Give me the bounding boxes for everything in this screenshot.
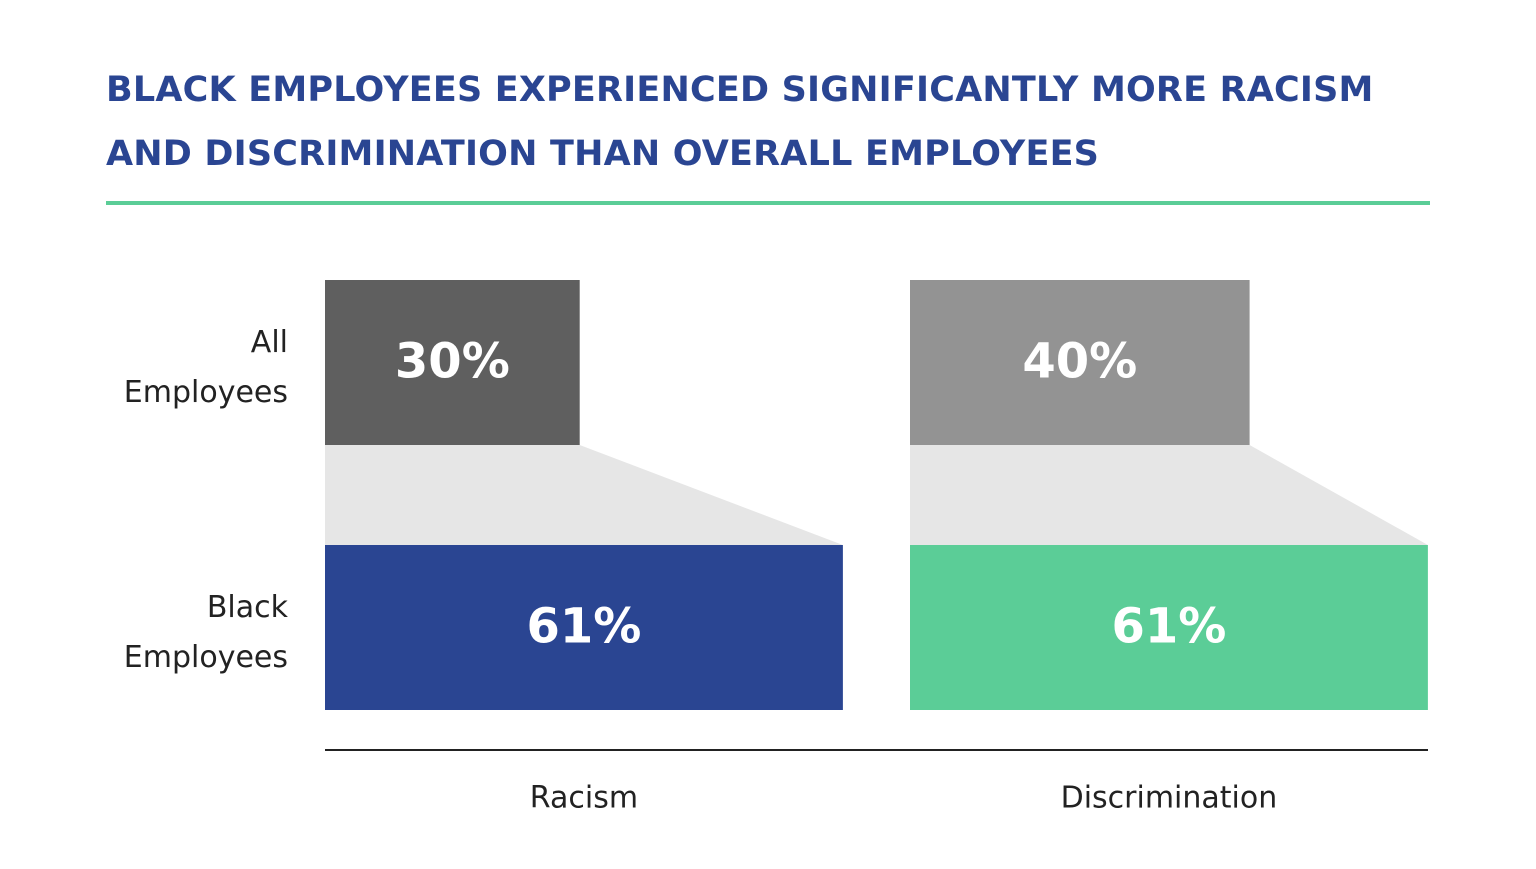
connector — [325, 445, 843, 545]
value-label: 40% — [1022, 334, 1137, 390]
row-label: All Employees — [123, 325, 288, 410]
bar — [325, 280, 580, 445]
bar — [910, 545, 1428, 710]
row-label: Black Employees — [123, 590, 288, 675]
connector — [910, 445, 1428, 545]
chart-title: BLACK EMPLOYEES EXPERIENCED SIGNIFICANTL… — [106, 70, 1374, 174]
bar — [910, 280, 1250, 445]
value-label: 61% — [526, 599, 641, 655]
category-label: Discrimination — [1061, 781, 1278, 816]
bar — [325, 545, 843, 710]
category-label: Racism — [530, 781, 638, 816]
value-label: 30% — [395, 334, 510, 390]
value-label: 61% — [1111, 599, 1226, 655]
